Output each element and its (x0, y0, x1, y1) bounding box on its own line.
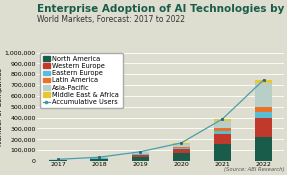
Accumulative Users (138, 151, 142, 153)
Bar (173, 149, 190, 153)
Bar (214, 144, 231, 161)
Bar (131, 152, 149, 154)
Bar (214, 119, 231, 121)
Bar (214, 134, 231, 144)
Accumulative Users (56, 158, 60, 160)
Bar (173, 148, 190, 149)
Text: World Markets, Forecast: 2017 to 2022: World Markets, Forecast: 2017 to 2022 (37, 15, 185, 24)
Bar (255, 137, 272, 161)
Bar (173, 153, 190, 161)
Bar (173, 144, 190, 147)
Bar (173, 143, 190, 144)
Accumulative Users (262, 79, 265, 81)
Accumulative Users (221, 118, 224, 120)
Text: Enterprise Adoption of AI Technologies by Region: Enterprise Adoption of AI Technologies b… (37, 4, 287, 14)
Bar (90, 157, 108, 158)
Accumulative Users (180, 142, 183, 144)
Accumulative Users (97, 156, 101, 158)
Text: (Source: ABI Research): (Source: ABI Research) (224, 167, 284, 172)
Bar (173, 147, 190, 148)
Bar (255, 83, 272, 107)
Bar (255, 107, 272, 112)
Bar (131, 154, 149, 155)
Y-axis label: Number of Companies: Number of Companies (0, 68, 3, 146)
Bar (49, 159, 67, 160)
Bar (214, 128, 231, 131)
Line: Accumulative Users: Accumulative Users (57, 79, 265, 161)
Bar (90, 159, 108, 161)
Legend: North America, Western Europe, Eastern Europe, Latin America, Asia-Pacific, Midd: North America, Western Europe, Eastern E… (40, 52, 123, 108)
Bar (214, 131, 231, 134)
Bar (131, 155, 149, 157)
Bar (90, 158, 108, 159)
Bar (214, 121, 231, 128)
Bar (49, 160, 67, 161)
Bar (255, 80, 272, 83)
Bar (255, 118, 272, 137)
Bar (131, 157, 149, 161)
Bar (255, 112, 272, 118)
